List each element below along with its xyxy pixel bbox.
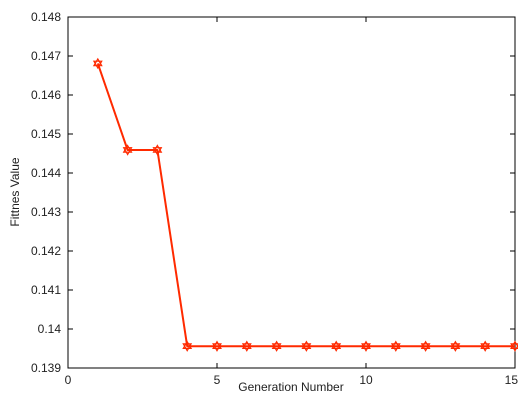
series-line bbox=[96, 63, 515, 348]
x-axis-title: Generation Number bbox=[238, 380, 343, 394]
series-layer bbox=[92, 57, 518, 352]
data-point bbox=[122, 144, 133, 156]
y-tick-label: 0.141 bbox=[31, 283, 61, 297]
y-tick-label: 0.143 bbox=[31, 205, 61, 219]
data-point bbox=[510, 340, 518, 352]
data-point bbox=[450, 340, 461, 352]
plot-area bbox=[67, 16, 516, 369]
y-axis-title: Fittnes Value bbox=[8, 157, 22, 226]
data-point bbox=[480, 340, 491, 352]
y-tick-label: 0.144 bbox=[31, 166, 61, 180]
x-tick-label: 0 bbox=[65, 373, 72, 387]
x-tick-label: 5 bbox=[214, 373, 221, 387]
x-axis-ticks: 0 5 10 15 bbox=[65, 17, 518, 387]
data-point bbox=[152, 144, 163, 156]
data-point bbox=[271, 340, 282, 352]
data-point bbox=[92, 57, 103, 70]
y-axis-ticks: 0.139 0.14 0.141 0.142 0.143 0.144 0.145 0.146 0… bbox=[31, 10, 515, 375]
x-tick-label: 15 bbox=[505, 373, 518, 387]
data-point bbox=[212, 340, 222, 352]
y-tick-label: 0.142 bbox=[31, 244, 61, 258]
data-point bbox=[301, 340, 312, 352]
data-point bbox=[420, 340, 431, 352]
y-tick-label: 0.14 bbox=[38, 322, 62, 336]
x-tick-label: 10 bbox=[359, 373, 373, 387]
data-point bbox=[182, 340, 193, 352]
data-point bbox=[241, 340, 252, 352]
y-tick-label: 0.148 bbox=[31, 10, 61, 24]
y-tick-label: 0.139 bbox=[31, 361, 61, 375]
y-tick-label: 0.146 bbox=[31, 88, 61, 102]
data-point bbox=[361, 340, 371, 352]
data-point bbox=[331, 340, 342, 352]
data-point bbox=[390, 340, 401, 352]
y-tick-label: 0.147 bbox=[31, 49, 61, 63]
y-tick-label: 0.145 bbox=[31, 127, 61, 141]
